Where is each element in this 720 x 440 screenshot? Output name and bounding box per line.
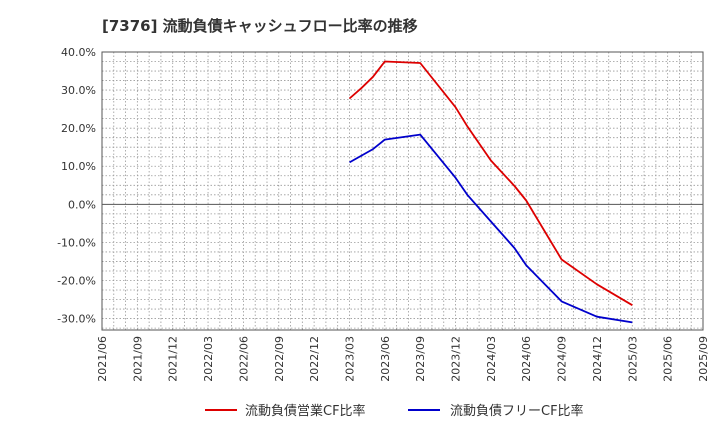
series-group xyxy=(348,60,633,324)
x-tick-label: 2022/03 xyxy=(202,336,215,382)
y-tick-label: -10.0% xyxy=(57,236,96,249)
x-tick-label: 2024/06 xyxy=(520,336,533,382)
x-tick-label: 2021/09 xyxy=(131,336,144,382)
x-tick-label: 2021/12 xyxy=(167,336,180,382)
x-tick-label: 2022/06 xyxy=(237,336,250,382)
plot-frame xyxy=(101,51,704,331)
y-tick-label: 20.0% xyxy=(61,122,96,135)
y-tick-label: -30.0% xyxy=(57,313,96,326)
y-tick-label: -20.0% xyxy=(57,274,96,287)
plot-area xyxy=(102,52,703,330)
x-tick-label: 2025/06 xyxy=(662,336,675,382)
x-tick-label: 2024/03 xyxy=(485,336,498,382)
x-tick-label: 2025/09 xyxy=(697,336,710,382)
x-tick-label: 2022/12 xyxy=(308,336,321,382)
x-tick-label: 2025/03 xyxy=(626,336,639,382)
x-tick-label: 2024/12 xyxy=(591,336,604,382)
axes: 40.0% 30.0% 20.0% 10.0% 0.0% -10.0% -20.0% -30.… xyxy=(57,46,710,382)
y-tick-label: 30.0% xyxy=(61,84,96,97)
x-tick-label: 2023/12 xyxy=(450,336,463,382)
y-tick-label: 10.0% xyxy=(61,160,96,173)
x-tick-label: 2024/09 xyxy=(556,336,569,382)
legend-label-2: 流動負債フリーCF比率 xyxy=(450,403,584,419)
x-tick-label: 2023/03 xyxy=(343,336,356,382)
chart-title: [7376] 流動負債キャッシュフロー比率の推移 xyxy=(102,17,418,35)
y-tick-label: 0.0% xyxy=(68,198,96,211)
y-tick-label: 40.0% xyxy=(61,46,96,59)
x-tick-label: 2023/06 xyxy=(379,336,392,382)
series-line-1 xyxy=(348,60,633,306)
grid xyxy=(101,51,704,330)
series-line-2 xyxy=(349,133,633,324)
x-tick-label: 2023/09 xyxy=(414,336,427,382)
legend-label-1: 流動負債営業CF比率 xyxy=(245,403,366,419)
legend: 流動負債営業CF比率 流動負債フリーCF比率 xyxy=(205,403,584,419)
x-tick-label: 2022/09 xyxy=(273,336,286,382)
x-tick-label: 2021/06 xyxy=(96,336,109,382)
